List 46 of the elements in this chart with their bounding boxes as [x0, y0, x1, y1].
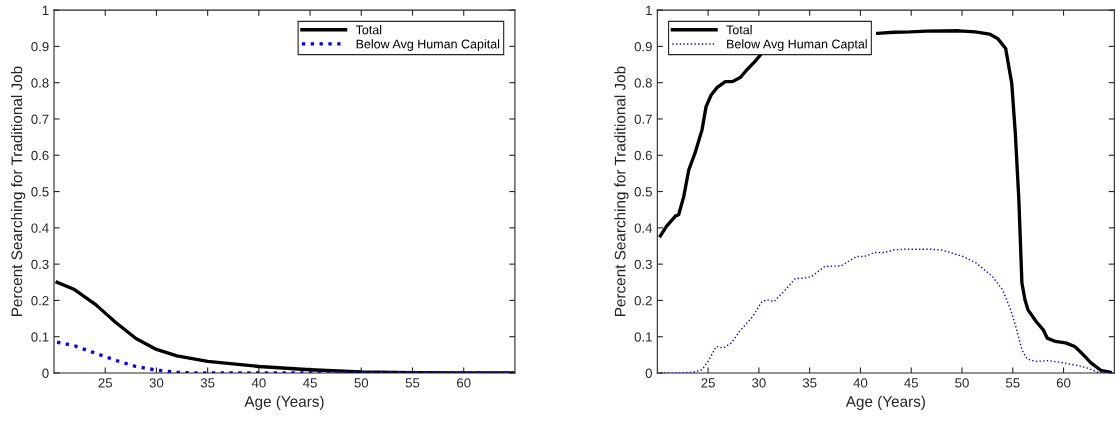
x-tick-label: 45	[303, 378, 317, 388]
x-tick-label: 50	[955, 378, 969, 388]
y-tick-label: 0.8	[31, 78, 49, 88]
y-tick-label: 0.3	[634, 259, 652, 270]
x-axis-title: Age (Years)	[244, 395, 324, 410]
y-tick-label: 0.8	[634, 78, 652, 88]
x-tick-label: 40	[853, 378, 868, 388]
y-tick-label: 0.7	[31, 114, 49, 124]
x-axis-title: Age (Years)	[845, 395, 925, 410]
x-tick-label: 25	[98, 378, 113, 388]
legend-label: Below Avg Human Capital	[356, 39, 500, 51]
y-tick-label: 1	[646, 5, 652, 15]
x-tick-label: 55	[405, 378, 420, 388]
x-tick-label: 60	[1056, 378, 1071, 388]
y-tick-label: 0.9	[31, 41, 49, 52]
y-tick-label: 0.4	[634, 223, 653, 233]
y-axis-title: Percent Searching for Traditional Job	[614, 66, 629, 316]
y-tick-label: 0.6	[634, 150, 652, 161]
y-tick-label: 0.5	[634, 187, 652, 197]
legend-label: Below Avg Human Captal	[727, 39, 867, 51]
x-tick-label: 35	[802, 378, 817, 388]
y-tick-label: 0.6	[31, 150, 49, 161]
y-tick-label: 0.3	[31, 259, 49, 270]
y-tick-label: 0.2	[634, 295, 652, 306]
y-tick-label: 0.9	[634, 41, 652, 52]
y-tick-label: 0.7	[634, 114, 652, 124]
y-tick-label: 0.1	[31, 332, 49, 342]
x-tick-label: 45	[904, 378, 918, 388]
legend-label: Total	[726, 25, 752, 35]
y-tick-label: 0	[645, 368, 652, 378]
x-tick-label: 50	[354, 378, 369, 388]
x-tick-label: 55	[1005, 378, 1020, 388]
x-tick-label: 30	[752, 378, 766, 388]
y-tick-label: 0.2	[31, 295, 49, 306]
x-tick-label: 40	[251, 378, 266, 388]
y-tick-label: 0.5	[31, 187, 49, 197]
x-tick-label: 25	[701, 378, 715, 388]
x-tick-label: 35	[200, 378, 215, 388]
x-tick-label: 30	[149, 378, 164, 388]
y-tick-label: 1	[42, 5, 49, 15]
y-tick-label: 0	[42, 368, 49, 378]
legend-label: Total	[355, 25, 382, 35]
y-axis-title: Percent Searching for Traditional Job	[11, 66, 26, 316]
y-tick-label: 0.4	[31, 223, 49, 233]
y-tick-label: 0.1	[634, 332, 652, 342]
x-tick-label: 60	[457, 378, 471, 388]
